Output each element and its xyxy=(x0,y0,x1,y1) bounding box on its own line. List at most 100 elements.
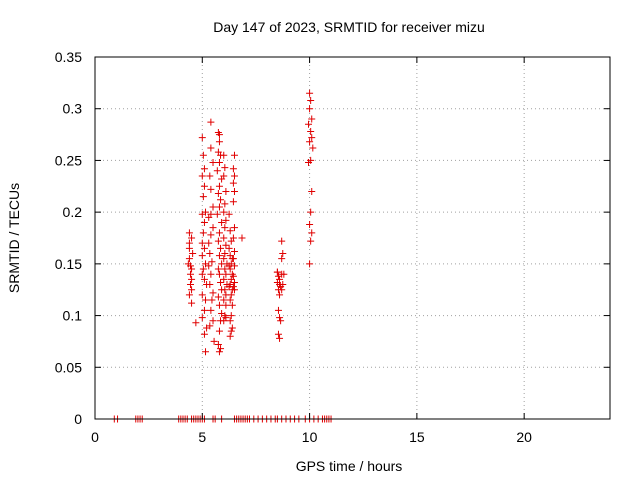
data-point xyxy=(230,224,238,232)
data-point xyxy=(274,306,282,314)
data-point xyxy=(198,270,206,278)
data-point xyxy=(214,293,222,301)
y-tick-label: 0.25 xyxy=(55,152,82,168)
data-point xyxy=(205,213,213,221)
data-point xyxy=(276,291,284,299)
data-points xyxy=(110,89,335,423)
data-point xyxy=(217,278,225,286)
x-axis-label: GPS time / hours xyxy=(296,458,403,474)
data-point xyxy=(189,250,197,258)
data-point xyxy=(230,187,238,195)
data-point xyxy=(215,138,223,146)
data-point xyxy=(200,165,208,173)
data-point xyxy=(222,241,230,249)
data-point xyxy=(210,337,218,345)
data-point xyxy=(199,265,207,273)
data-point xyxy=(230,262,238,270)
data-point xyxy=(220,255,228,263)
data-point xyxy=(214,265,222,273)
data-point xyxy=(279,281,287,289)
y-axis-ticks: 0 0.05 0.1 0.15 0.2 0.25 0.3 0.35 xyxy=(55,49,610,427)
x-tick-label: 10 xyxy=(302,429,318,445)
data-point xyxy=(215,270,223,278)
data-point xyxy=(309,144,317,152)
data-point xyxy=(217,196,225,204)
data-point xyxy=(208,296,216,304)
data-point xyxy=(214,341,222,349)
data-point xyxy=(214,237,222,245)
data-point xyxy=(207,270,215,278)
data-point xyxy=(185,239,193,247)
y-axis-label: SRMTID / TECUs xyxy=(6,183,22,293)
data-point xyxy=(215,252,223,260)
data-point xyxy=(198,172,206,180)
data-point xyxy=(198,239,206,247)
data-point xyxy=(198,314,206,322)
data-point xyxy=(279,250,287,258)
y-tick-label: 0.15 xyxy=(55,256,82,272)
data-point xyxy=(306,221,314,229)
grid-lines xyxy=(95,57,610,419)
data-point xyxy=(229,198,237,206)
data-point xyxy=(225,244,233,252)
data-point xyxy=(200,218,208,226)
data-point xyxy=(199,193,207,201)
data-point xyxy=(220,151,228,159)
data-point xyxy=(213,167,221,175)
data-point xyxy=(199,151,207,159)
x-tick-label: 15 xyxy=(409,429,425,445)
data-point xyxy=(215,327,223,335)
data-point xyxy=(278,255,286,263)
data-point xyxy=(220,296,228,304)
data-point xyxy=(206,250,214,258)
y-tick-label: 0.05 xyxy=(55,359,82,375)
data-point xyxy=(278,237,286,245)
y-tick-label: 0.2 xyxy=(63,204,83,220)
data-point xyxy=(305,158,313,166)
data-point xyxy=(207,118,215,126)
data-point xyxy=(199,229,207,237)
data-point xyxy=(222,187,230,195)
data-point xyxy=(188,286,196,294)
data-point xyxy=(221,224,229,232)
data-point xyxy=(280,270,288,278)
data-point xyxy=(188,299,196,307)
y-tick-label: 0.1 xyxy=(63,308,83,324)
data-point xyxy=(230,278,238,286)
data-point xyxy=(218,218,226,226)
data-point xyxy=(228,301,236,309)
data-point xyxy=(221,250,229,258)
data-point xyxy=(213,210,221,218)
y-tick-label: 0.3 xyxy=(63,101,83,117)
data-point xyxy=(276,334,284,342)
data-point xyxy=(185,291,193,299)
data-point xyxy=(229,272,237,280)
data-point xyxy=(200,244,208,252)
x-tick-label: 0 xyxy=(91,429,99,445)
data-point xyxy=(206,172,214,180)
data-point xyxy=(209,289,217,297)
data-point xyxy=(229,255,237,263)
data-point xyxy=(185,229,193,237)
data-point xyxy=(222,270,230,278)
data-point xyxy=(206,322,214,330)
data-point xyxy=(222,314,230,322)
data-point xyxy=(225,210,233,218)
data-point xyxy=(217,244,225,252)
data-point xyxy=(274,330,282,338)
y-tick-label: 0.35 xyxy=(55,49,82,65)
data-point xyxy=(188,234,196,242)
data-point xyxy=(184,260,192,268)
data-point xyxy=(200,306,208,314)
data-point xyxy=(207,306,215,314)
data-point xyxy=(215,229,223,237)
data-point xyxy=(221,286,229,294)
data-point xyxy=(226,265,234,273)
data-point xyxy=(230,247,238,255)
data-point xyxy=(215,203,223,211)
data-point xyxy=(215,182,223,190)
data-point xyxy=(209,317,217,325)
data-point xyxy=(230,172,238,180)
data-point xyxy=(198,210,206,218)
data-point xyxy=(227,291,235,299)
